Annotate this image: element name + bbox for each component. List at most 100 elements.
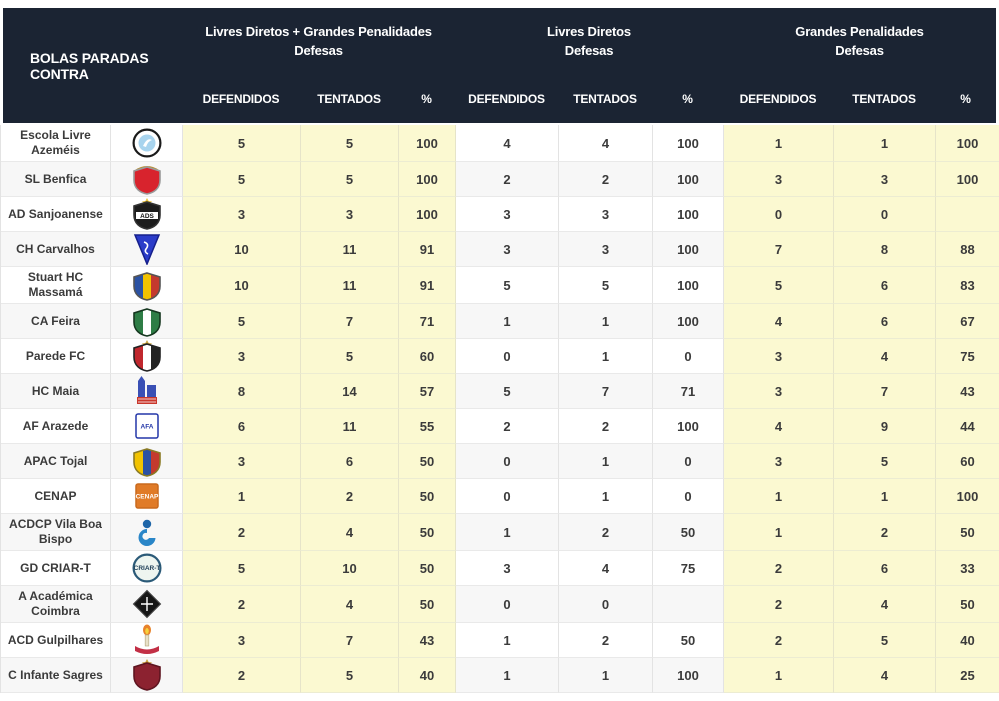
gp-tentados-value: 5	[834, 444, 936, 479]
ld-tentados-value: 2	[559, 409, 653, 444]
ldgp-percent-value: 50	[399, 586, 456, 623]
team-name: ACDCP Vila Boa Bispo	[1, 514, 111, 551]
gp-defendidos-value: 5	[724, 267, 834, 304]
ld-defendidos-value: 3	[456, 551, 559, 586]
gp-tentados-value: 9	[834, 409, 936, 444]
ldgp-percent-value: 100	[399, 125, 456, 162]
team-logo	[111, 339, 183, 374]
team-logo-graphic	[132, 128, 161, 158]
team-logo	[111, 267, 183, 304]
group-title-line1: Livres Diretos	[547, 24, 631, 39]
ldgp-tentados-value: 5	[301, 658, 399, 693]
gp-percent-value: 100	[936, 125, 999, 162]
ld-percent-value: 100	[653, 304, 724, 339]
ldgp-defendidos-value: 2	[183, 514, 301, 551]
ldgp-tentados-value: 7	[301, 304, 399, 339]
gp-defendidos-value: 3	[724, 339, 834, 374]
team-logo-graphic	[136, 376, 157, 404]
ldgp-percent-value: 50	[399, 551, 456, 586]
gp-percent-value: 100	[936, 162, 999, 197]
ld-percent-value: 100	[653, 125, 724, 162]
ldgp-defendidos-value: 2	[183, 658, 301, 693]
ldgp-defendidos-value: 3	[183, 623, 301, 658]
svg-text:CRIAR-T: CRIAR-T	[133, 565, 160, 572]
table-row: APAC Tojal 3 6 50 0 1 0 3 5 60	[1, 444, 999, 479]
ld-percent-value: 100	[653, 409, 724, 444]
ldgp-percent-value: 100	[399, 162, 456, 197]
gp-defendidos-value: 3	[724, 444, 834, 479]
gp-defendidos-value: 2	[724, 551, 834, 586]
gp-defendidos-value: 7	[724, 232, 834, 267]
gp-percent-value: 50	[936, 586, 999, 623]
team-logo-graphic	[132, 448, 161, 477]
team-logo	[111, 658, 183, 693]
ld-percent-value: 100	[653, 197, 724, 232]
gp-tentados-value: 7	[834, 374, 936, 409]
gp-tentados-value: 6	[834, 551, 936, 586]
ldgp-tentados-value: 5	[301, 339, 399, 374]
ldgp-defendidos-value: 5	[183, 304, 301, 339]
team-name: A Académica Coimbra	[1, 586, 111, 623]
gp-percent-value: 25	[936, 658, 999, 693]
ld-defendidos-value: 1	[456, 658, 559, 693]
gp-defendidos-value: 1	[724, 658, 834, 693]
gp-tentados-value: 5	[834, 623, 936, 658]
subheader-percent: %	[960, 92, 971, 106]
ld-tentados-value: 3	[559, 197, 653, 232]
ldgp-defendidos-value: 2	[183, 586, 301, 623]
ld-percent-value: 50	[653, 514, 724, 551]
gp-defendidos-value: 3	[724, 162, 834, 197]
ld-percent-value: 75	[653, 551, 724, 586]
ld-defendidos-value: 2	[456, 162, 559, 197]
ld-defendidos-value: 0	[456, 339, 559, 374]
ld-percent-value	[653, 586, 724, 623]
ldgp-percent-value: 57	[399, 374, 456, 409]
gp-percent-value: 67	[936, 304, 999, 339]
ldgp-tentados-value: 2	[301, 479, 399, 514]
ld-tentados-value: 2	[559, 162, 653, 197]
team-logo	[111, 623, 183, 658]
ld-defendidos-value: 2	[456, 409, 559, 444]
ldgp-tentados-value: 10	[301, 551, 399, 586]
team-logo-graphic: CRIAR-T	[132, 553, 161, 583]
table-row: C Infante Sagres 2 5 40 1 1 100 1 4 25	[1, 658, 999, 693]
gp-tentados-value: 8	[834, 232, 936, 267]
gp-tentados-value: 3	[834, 162, 936, 197]
subheader-row-group1: DEFENDIDOS TENTADOS %	[182, 81, 455, 123]
team-logo-graphic	[132, 166, 161, 195]
ld-percent-value: 0	[653, 479, 724, 514]
team-name: Escola Livre Azeméis	[1, 125, 111, 162]
ldgp-defendidos-value: 3	[183, 444, 301, 479]
gp-defendidos-value: 0	[724, 197, 834, 232]
gp-tentados-value: 0	[834, 197, 936, 232]
ld-defendidos-value: 5	[456, 374, 559, 409]
ldgp-percent-value: 91	[399, 232, 456, 267]
team-logo: CENAP	[111, 479, 183, 514]
ldgp-percent-value: 40	[399, 658, 456, 693]
ldgp-defendidos-value: 6	[183, 409, 301, 444]
ld-tentados-value: 1	[559, 304, 653, 339]
gp-percent-value: 50	[936, 514, 999, 551]
ld-percent-value: 50	[653, 623, 724, 658]
gp-tentados-value: 4	[834, 339, 936, 374]
gp-percent-value: 83	[936, 267, 999, 304]
team-name: SL Benfica	[1, 162, 111, 197]
table-row: Parede FC 3 5 60 0 1 0 3 4 75	[1, 339, 999, 374]
ldgp-percent-value: 60	[399, 339, 456, 374]
team-name: GD CRIAR-T	[1, 551, 111, 586]
ldgp-tentados-value: 4	[301, 514, 399, 551]
team-logo	[111, 444, 183, 479]
ld-defendidos-value: 5	[456, 267, 559, 304]
ld-tentados-value: 2	[559, 623, 653, 658]
column-group-grandes-penalidades: Grandes Penalidades Defesas	[723, 8, 996, 81]
ld-percent-value: 100	[653, 162, 724, 197]
table-row: Stuart HC Massamá 10 11 91 5 5 100 5 6 8…	[1, 267, 999, 304]
team-name: Stuart HC Massamá	[1, 267, 111, 304]
ld-tentados-value: 3	[559, 232, 653, 267]
group-title-line1: Grandes Penalidades	[795, 24, 924, 39]
ld-percent-value: 100	[653, 232, 724, 267]
gp-defendidos-value: 2	[724, 586, 834, 623]
table-row: CH Carvalhos 10 11 91 3 3 100 7 8 88	[1, 232, 999, 267]
table-row: GD CRIAR-T CRIAR-T 5 10 50 3 4 75 2 6 33	[1, 551, 999, 586]
table-row: Escola Livre Azeméis 5 5 100 4 4 100 1 1…	[1, 125, 999, 162]
